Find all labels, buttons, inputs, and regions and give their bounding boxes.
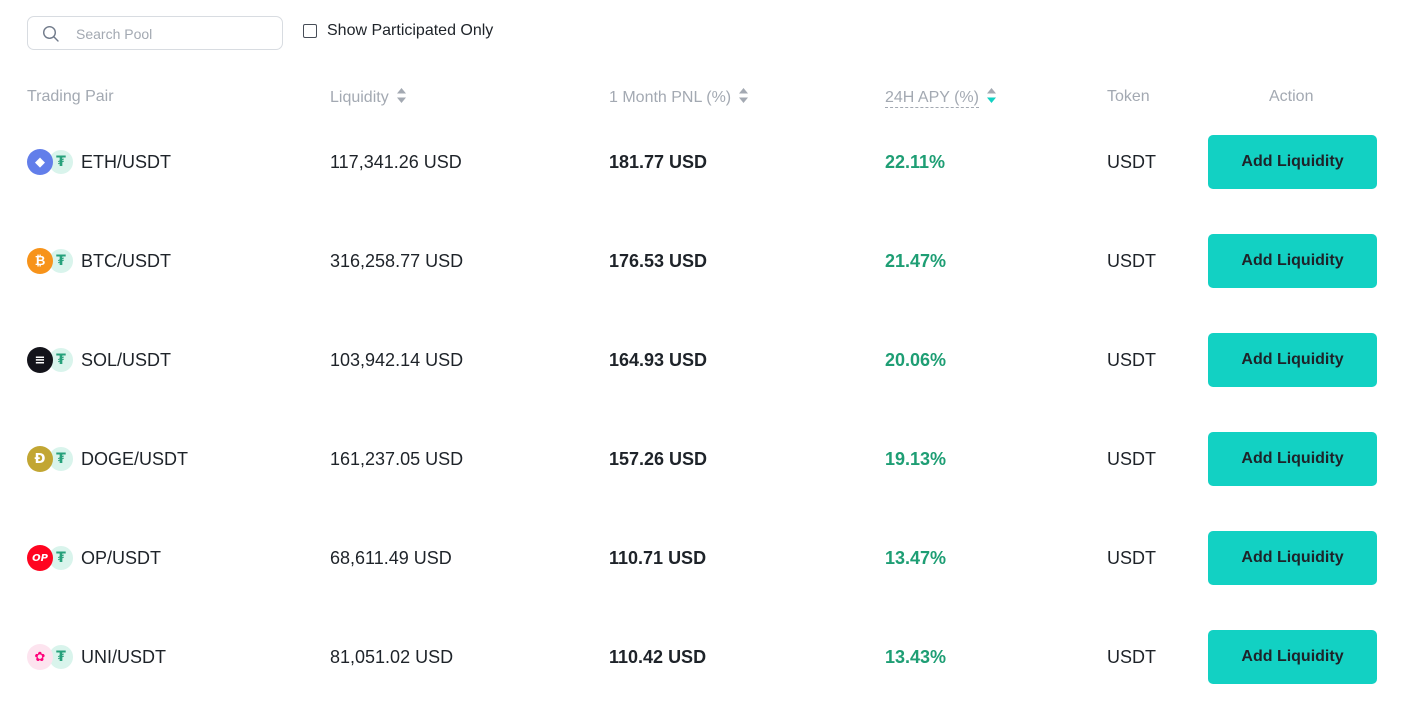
table-row: ✿ ₮ UNI/USDT 81,051.02 USD 110.42 USD 13… <box>0 630 1405 684</box>
token-value: USDT <box>1107 646 1156 667</box>
add-liquidity-button[interactable]: Add Liquidity <box>1208 135 1377 189</box>
pnl-value: 110.71 USD <box>609 547 707 568</box>
add-liquidity-button[interactable]: Add Liquidity <box>1208 432 1377 486</box>
pair-name: BTC/USDT <box>81 250 171 271</box>
eth-icon: ◆ <box>27 149 53 175</box>
trading-pair-cell: ≡ ₮ SOL/USDT <box>27 333 171 387</box>
pnl-value: 110.42 USD <box>609 646 707 667</box>
sort-icon[interactable] <box>396 88 406 108</box>
liquidity-value: 103,942.14 USD <box>330 349 464 370</box>
btc-icon: ₿ <box>27 248 53 274</box>
table-row: ₿ ₮ BTC/USDT 316,258.77 USD 176.53 USD 2… <box>0 234 1405 288</box>
search-icon <box>42 25 59 42</box>
search-box[interactable] <box>27 16 283 51</box>
column-header-apy[interactable]: 24H APY (%) <box>885 88 996 108</box>
table-row: Ð ₮ DOGE/USDT 161,237.05 USD 157.26 USD … <box>0 432 1405 486</box>
column-header-liquidity[interactable]: Liquidity <box>330 88 406 108</box>
add-liquidity-button[interactable]: Add Liquidity <box>1208 531 1377 585</box>
sort-icon[interactable] <box>739 88 749 108</box>
trading-pair-cell: ✿ ₮ UNI/USDT <box>27 630 166 684</box>
token-value: USDT <box>1107 151 1156 172</box>
trading-pair-cell: ◆ ₮ ETH/USDT <box>27 135 171 189</box>
liquidity-value: 81,051.02 USD <box>330 646 454 667</box>
pair-name: ETH/USDT <box>81 151 171 172</box>
participated-label: Show Participated Only <box>327 22 494 39</box>
apy-value: 13.47% <box>885 547 947 568</box>
column-header-action: Action <box>1269 88 1314 105</box>
search-input[interactable] <box>74 17 278 51</box>
token-value: USDT <box>1107 250 1156 271</box>
uni-icon: ✿ <box>27 644 53 670</box>
column-header-trading-pair: Trading Pair <box>27 88 114 105</box>
apy-value: 22.11% <box>885 151 946 172</box>
show-participated-toggle[interactable]: Show Participated Only <box>303 22 493 40</box>
table-row: ◆ ₮ ETH/USDT 117,341.26 USD 181.77 USD 2… <box>0 135 1405 189</box>
participated-checkbox[interactable] <box>303 24 317 38</box>
pnl-value: 164.93 USD <box>609 349 708 370</box>
token-value: USDT <box>1107 547 1156 568</box>
op-icon: OP <box>27 545 53 571</box>
trading-pair-cell: Ð ₮ DOGE/USDT <box>27 432 188 486</box>
pair-name: UNI/USDT <box>81 646 166 667</box>
table-row: OP ₮ OP/USDT 68,611.49 USD 110.71 USD 13… <box>0 531 1405 585</box>
add-liquidity-button[interactable]: Add Liquidity <box>1208 630 1377 684</box>
token-value: USDT <box>1107 448 1156 469</box>
apy-value: 13.43% <box>885 646 947 667</box>
sol-icon: ≡ <box>27 347 53 373</box>
column-header-token: Token <box>1107 88 1150 105</box>
apy-value: 20.06% <box>885 349 947 370</box>
apy-value: 21.47% <box>885 250 947 271</box>
pair-name: DOGE/USDT <box>81 448 189 469</box>
sort-desc-active-icon[interactable] <box>986 88 996 108</box>
pair-name: SOL/USDT <box>81 349 172 370</box>
add-liquidity-button[interactable]: Add Liquidity <box>1208 234 1377 288</box>
pnl-value: 176.53 USD <box>609 250 708 271</box>
pnl-value: 181.77 USD <box>609 151 708 172</box>
pair-name: OP/USDT <box>81 547 162 568</box>
token-value: USDT <box>1107 349 1156 370</box>
liquidity-value: 161,237.05 USD <box>330 448 464 469</box>
table-row: ≡ ₮ SOL/USDT 103,942.14 USD 164.93 USD 2… <box>0 333 1405 387</box>
liquidity-value: 68,611.49 USD <box>330 547 452 568</box>
add-liquidity-button[interactable]: Add Liquidity <box>1208 333 1377 387</box>
liquidity-value: 117,341.26 USD <box>330 151 462 172</box>
apy-value: 19.13% <box>885 448 947 469</box>
trading-pair-cell: ₿ ₮ BTC/USDT <box>27 234 171 288</box>
pnl-value: 157.26 USD <box>609 448 708 469</box>
doge-icon: Ð <box>27 446 53 472</box>
column-header-pnl[interactable]: 1 Month PNL (%) <box>609 88 749 108</box>
liquidity-value: 316,258.77 USD <box>330 250 464 271</box>
trading-pair-cell: OP ₮ OP/USDT <box>27 531 161 585</box>
